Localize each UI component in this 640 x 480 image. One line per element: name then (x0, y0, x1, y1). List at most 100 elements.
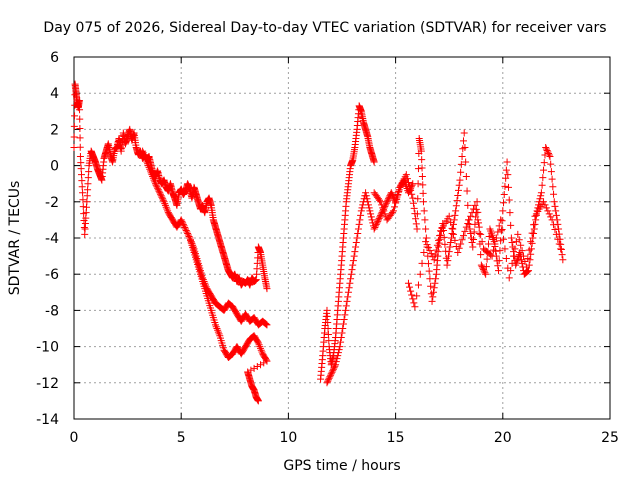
data-point (263, 357, 271, 365)
series-midday-arc-secondary (323, 176, 417, 387)
data-point (79, 189, 87, 197)
data-point (76, 153, 84, 161)
data-point (472, 209, 480, 217)
data-point (474, 216, 482, 224)
x-tick-label: 10 (279, 430, 297, 446)
data-point (155, 187, 163, 195)
data-point (525, 246, 533, 254)
data-point (160, 198, 168, 206)
data-point (457, 240, 465, 248)
data-point (456, 176, 464, 184)
data-point (508, 239, 516, 247)
data-point (389, 207, 397, 215)
data-point (162, 203, 170, 211)
data-point (347, 275, 355, 283)
data-point (339, 320, 347, 328)
data-point (149, 172, 157, 180)
data-point (517, 256, 525, 264)
data-point (412, 215, 420, 223)
data-point (384, 196, 392, 204)
data-point (148, 171, 156, 179)
data-point (76, 143, 84, 151)
data-point (337, 338, 345, 346)
y-tick-label: 6 (50, 50, 59, 66)
data-point (444, 257, 452, 265)
data-point (417, 147, 425, 155)
data-point (409, 295, 417, 303)
data-point (421, 216, 429, 224)
data-point (408, 190, 416, 198)
data-point (344, 293, 352, 301)
data-point (483, 255, 491, 263)
data-point (423, 241, 431, 249)
y-tick-label: -4 (45, 231, 59, 247)
data-point (341, 311, 349, 319)
data-point (356, 216, 364, 224)
data-point (507, 234, 515, 242)
data-point (477, 230, 485, 238)
data-point (76, 124, 84, 132)
series-early-arc-lowest (186, 234, 271, 405)
data-point (545, 151, 553, 159)
data-point (494, 262, 502, 270)
data-point (461, 144, 469, 151)
y-tick-label: -8 (45, 303, 59, 319)
data-point (370, 158, 378, 166)
data-point (147, 169, 155, 177)
data-point (357, 211, 365, 219)
data-point (413, 292, 421, 300)
data-point (353, 234, 361, 242)
data-point (151, 180, 159, 188)
data-point (362, 189, 370, 197)
data-point (495, 267, 503, 275)
data-point (480, 266, 488, 274)
data-point (515, 236, 523, 244)
data-point (413, 225, 421, 233)
data-point (393, 195, 401, 203)
data-point (555, 240, 563, 248)
data-point (76, 106, 84, 114)
data-point (422, 225, 430, 233)
data-point (478, 238, 486, 246)
data-point (544, 148, 552, 156)
data-point (458, 153, 466, 161)
data-point (485, 240, 493, 248)
data-point (427, 250, 435, 258)
data-point (532, 216, 540, 224)
data-point (391, 203, 399, 211)
data-point (502, 174, 510, 182)
data-point (141, 154, 149, 162)
data-point (548, 175, 556, 183)
data-point (377, 211, 385, 219)
data-point (432, 275, 440, 283)
data-point (146, 165, 154, 173)
data-point (331, 362, 339, 370)
data-point (161, 201, 169, 209)
data-point (502, 255, 510, 263)
data-point (498, 217, 506, 225)
data-point (403, 175, 411, 183)
data-point (139, 149, 147, 157)
data-point (179, 220, 187, 228)
data-point (260, 359, 268, 367)
data-point (427, 282, 435, 290)
data-point (464, 220, 472, 228)
data-point (549, 183, 557, 191)
chart-title: Day 075 of 2026, Sidereal Day-to-day VTE… (43, 20, 606, 36)
data-point (557, 245, 565, 253)
data-point (527, 250, 535, 258)
data-point (337, 334, 345, 342)
data-point (410, 299, 418, 307)
series-early-arc-main (70, 80, 271, 293)
data-point (376, 213, 384, 221)
data-point (542, 204, 550, 212)
data-point (477, 261, 485, 269)
data-point (447, 239, 455, 247)
series-afternoon-scatter (370, 129, 567, 305)
data-point (482, 270, 490, 278)
y-tick-label: 4 (50, 86, 59, 102)
data-point (158, 193, 166, 201)
data-point (471, 201, 479, 209)
data-point (363, 195, 371, 203)
data-point (497, 227, 505, 235)
